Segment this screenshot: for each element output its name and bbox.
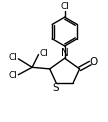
Text: Cl: Cl	[39, 49, 48, 58]
Text: Cl: Cl	[9, 71, 18, 80]
Text: N: N	[61, 48, 69, 58]
Text: Cl: Cl	[9, 53, 18, 62]
Text: Cl: Cl	[60, 2, 69, 11]
Text: S: S	[52, 83, 59, 93]
Text: O: O	[90, 57, 98, 67]
